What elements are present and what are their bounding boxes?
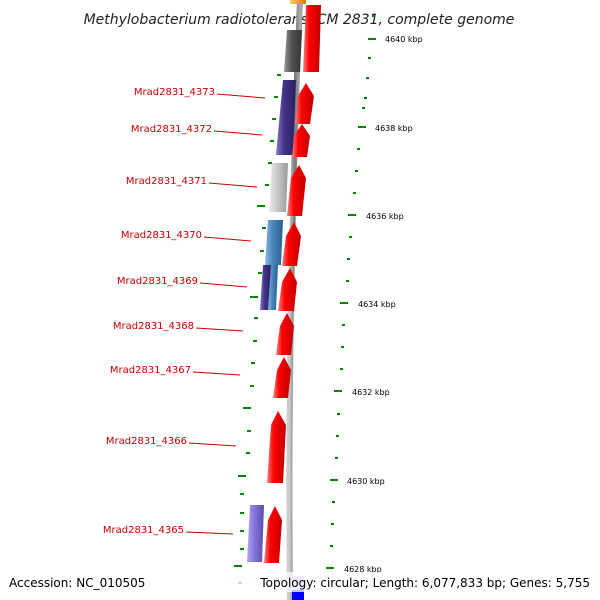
feature-block: [276, 80, 296, 155]
inner-tick-track: [234, 74, 281, 584]
gene-label: Mrad2831_4370: [121, 230, 202, 241]
feature-block: [269, 163, 288, 212]
gene-labels: Mrad2831_4373 Mrad2831_4372 Mrad2831_437…: [103, 87, 266, 536]
cds-arrow: [295, 83, 314, 124]
scale-tick-label: 4640 kbp: [385, 35, 423, 44]
feature-block: [260, 265, 271, 310]
scale-tick-label: 4636 kbp: [366, 212, 404, 221]
cds-arrow: [292, 124, 310, 157]
cds-arrow: [273, 357, 291, 398]
scale-tick-label: 4634 kbp: [358, 300, 396, 309]
label-leader-line: [185, 531, 234, 535]
feature-track-left: [247, 0, 306, 600]
scale-tick-label: 4638 kbp: [375, 124, 413, 133]
cds-arrow: [287, 165, 306, 216]
accession-text: Accession: NC_010505: [9, 576, 145, 590]
gene-label: Mrad2831_4371: [126, 176, 207, 187]
cds-arrow: [276, 313, 294, 355]
cds-arrow: [282, 222, 301, 266]
scale-tick-label: 4632 kbp: [352, 388, 390, 397]
label-leader-line: [203, 236, 252, 242]
forward-cds-track: [264, 5, 321, 563]
cds-arrow: [278, 268, 297, 311]
label-leader-line: [216, 93, 266, 99]
genome-summary-text: Topology: circular; Length: 6,077,833 bp…: [259, 576, 590, 590]
label-leader-line: [195, 327, 244, 332]
cds-arrow: [264, 506, 282, 563]
gene-label: Mrad2831_4369: [117, 276, 198, 287]
feature-block: [268, 265, 278, 310]
gene-label: Mrad2831_4367: [110, 365, 191, 376]
feature-block: [290, 0, 306, 4]
gene-label: Mrad2831_4373: [134, 87, 215, 98]
feature-block: [292, 590, 304, 600]
feature-block: [247, 505, 264, 562]
label-leader-line: [192, 371, 241, 376]
scale-tick-label: 4628 kbp: [344, 565, 382, 574]
label-leader-line: [213, 130, 263, 136]
feature-block: [284, 30, 302, 72]
label-leader-line: [199, 282, 248, 288]
scale-tick-track: [326, 15, 376, 569]
cds-arrow: [267, 411, 286, 483]
gene-label: Mrad2831_4365: [103, 525, 184, 536]
label-leader-line: [188, 442, 237, 447]
gene-label: Mrad2831_4368: [113, 321, 194, 332]
scale-tick-label: 4630 kbp: [347, 477, 385, 486]
cds-arrow: [303, 5, 321, 72]
gene-label: Mrad2831_4366: [106, 436, 187, 447]
label-leader-line: [208, 182, 258, 188]
gene-label: Mrad2831_4372: [131, 124, 212, 135]
feature-block: [265, 220, 283, 265]
footer-background: [0, 572, 600, 592]
